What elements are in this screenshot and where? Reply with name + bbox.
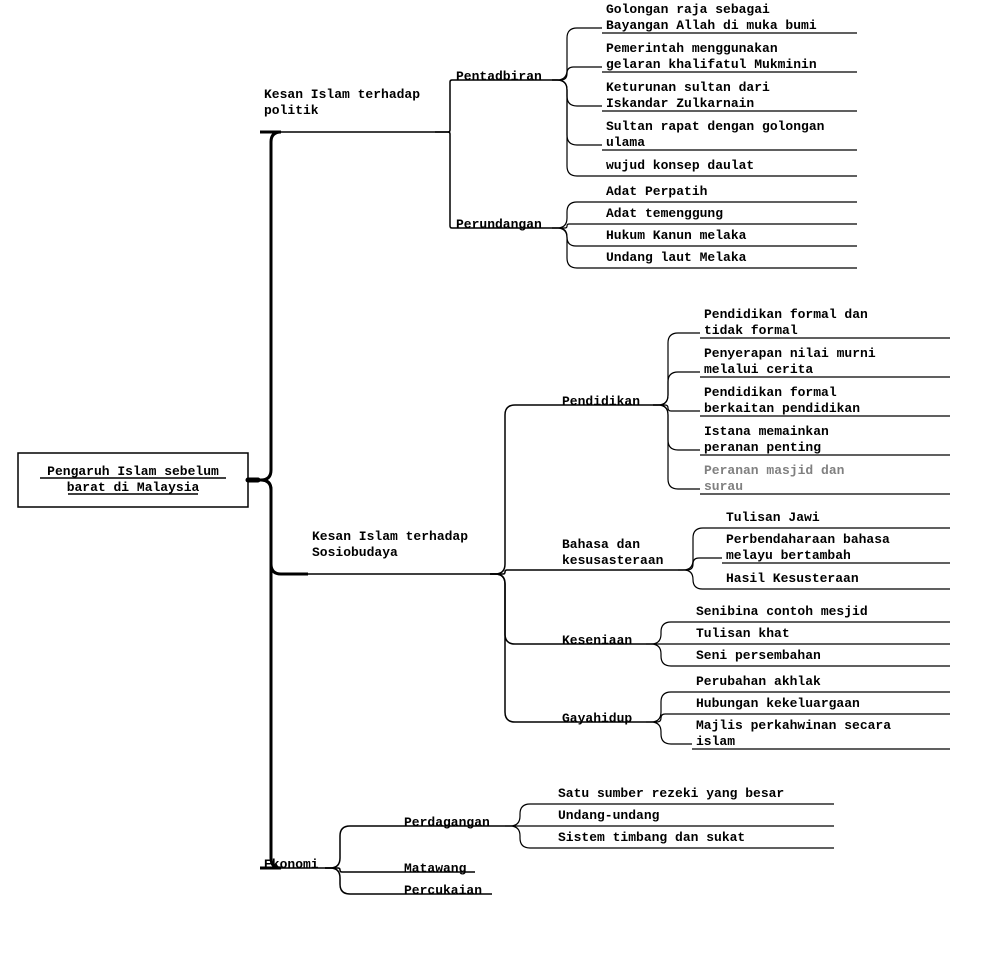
- leaf: Pemerintah menggunakangelaran khalifatul…: [606, 41, 817, 72]
- branch-matawang: Matawang: [404, 861, 467, 876]
- leaf: Senibina contoh mesjid: [696, 604, 868, 619]
- leaf: Undang laut Melaka: [606, 250, 747, 265]
- leaf: Tulisan khat: [696, 626, 790, 641]
- leaf: Tulisan Jawi: [726, 510, 820, 525]
- leaf: Majlis perkahwinan secaraislam: [696, 718, 891, 749]
- branch-sosiobudaya: Kesan Islam terhadapSosiobudaya: [312, 529, 468, 560]
- leaf: Istana memainkanperanan penting: [704, 424, 829, 455]
- branch-kesenian: Keseniaan: [562, 633, 632, 648]
- leaf: Perbendaharaan bahasamelayu bertambah: [726, 532, 890, 563]
- leaf: Penyerapan nilai murnimelalui cerita: [704, 346, 876, 377]
- branch-perdagangan: Perdagangan: [404, 815, 490, 830]
- leaf: Golongan raja sebagaiBayangan Allah di m…: [606, 2, 817, 33]
- branch-pendidikan: Pendidikan: [562, 394, 640, 409]
- leaf: Pendidikan formalberkaitan pendidikan: [704, 385, 860, 416]
- branch-perundangan: Perundangan: [456, 217, 542, 232]
- leaf: Hubungan kekeluargaan: [696, 696, 860, 711]
- branch-pentadbiran: Pentadbiran: [456, 69, 542, 84]
- leaf: Satu sumber rezeki yang besar: [558, 786, 784, 801]
- leaf: Hasil Kesusteraan: [726, 571, 859, 586]
- branch-gayahidup: Gayahidup: [562, 711, 632, 726]
- leaf: Peranan masjid dansurau: [704, 463, 845, 494]
- branch-ekonomi: Ekonomi: [264, 857, 319, 872]
- leaf: Hukum Kanun melaka: [606, 228, 747, 243]
- leaf: Seni persembahan: [696, 648, 821, 663]
- leaf: Adat temenggung: [606, 206, 723, 221]
- branch-percukaian: Percukaian: [404, 883, 482, 898]
- leaf: Keturunan sultan dariIskandar Zulkarnain: [606, 80, 770, 111]
- leaf: Undang-undang: [558, 808, 660, 823]
- leaf: Adat Perpatih: [606, 184, 708, 199]
- leaf: Perubahan akhlak: [696, 674, 821, 689]
- leaf: Sistem timbang dan sukat: [558, 830, 745, 845]
- leaf: Sultan rapat dengan golonganulama: [606, 119, 825, 150]
- mindmap-svg: Pengaruh Islam sebelumbarat di Malaysia K…: [0, 0, 993, 975]
- branch-bahasa: Bahasa dankesusasteraan: [562, 537, 664, 568]
- leaf: Pendidikan formal dantidak formal: [704, 307, 868, 338]
- root-title: Pengaruh Islam sebelumbarat di Malaysia: [47, 464, 219, 495]
- leaf: wujud konsep daulat: [606, 158, 754, 173]
- branch-politik: Kesan Islam terhadappolitik: [264, 87, 420, 118]
